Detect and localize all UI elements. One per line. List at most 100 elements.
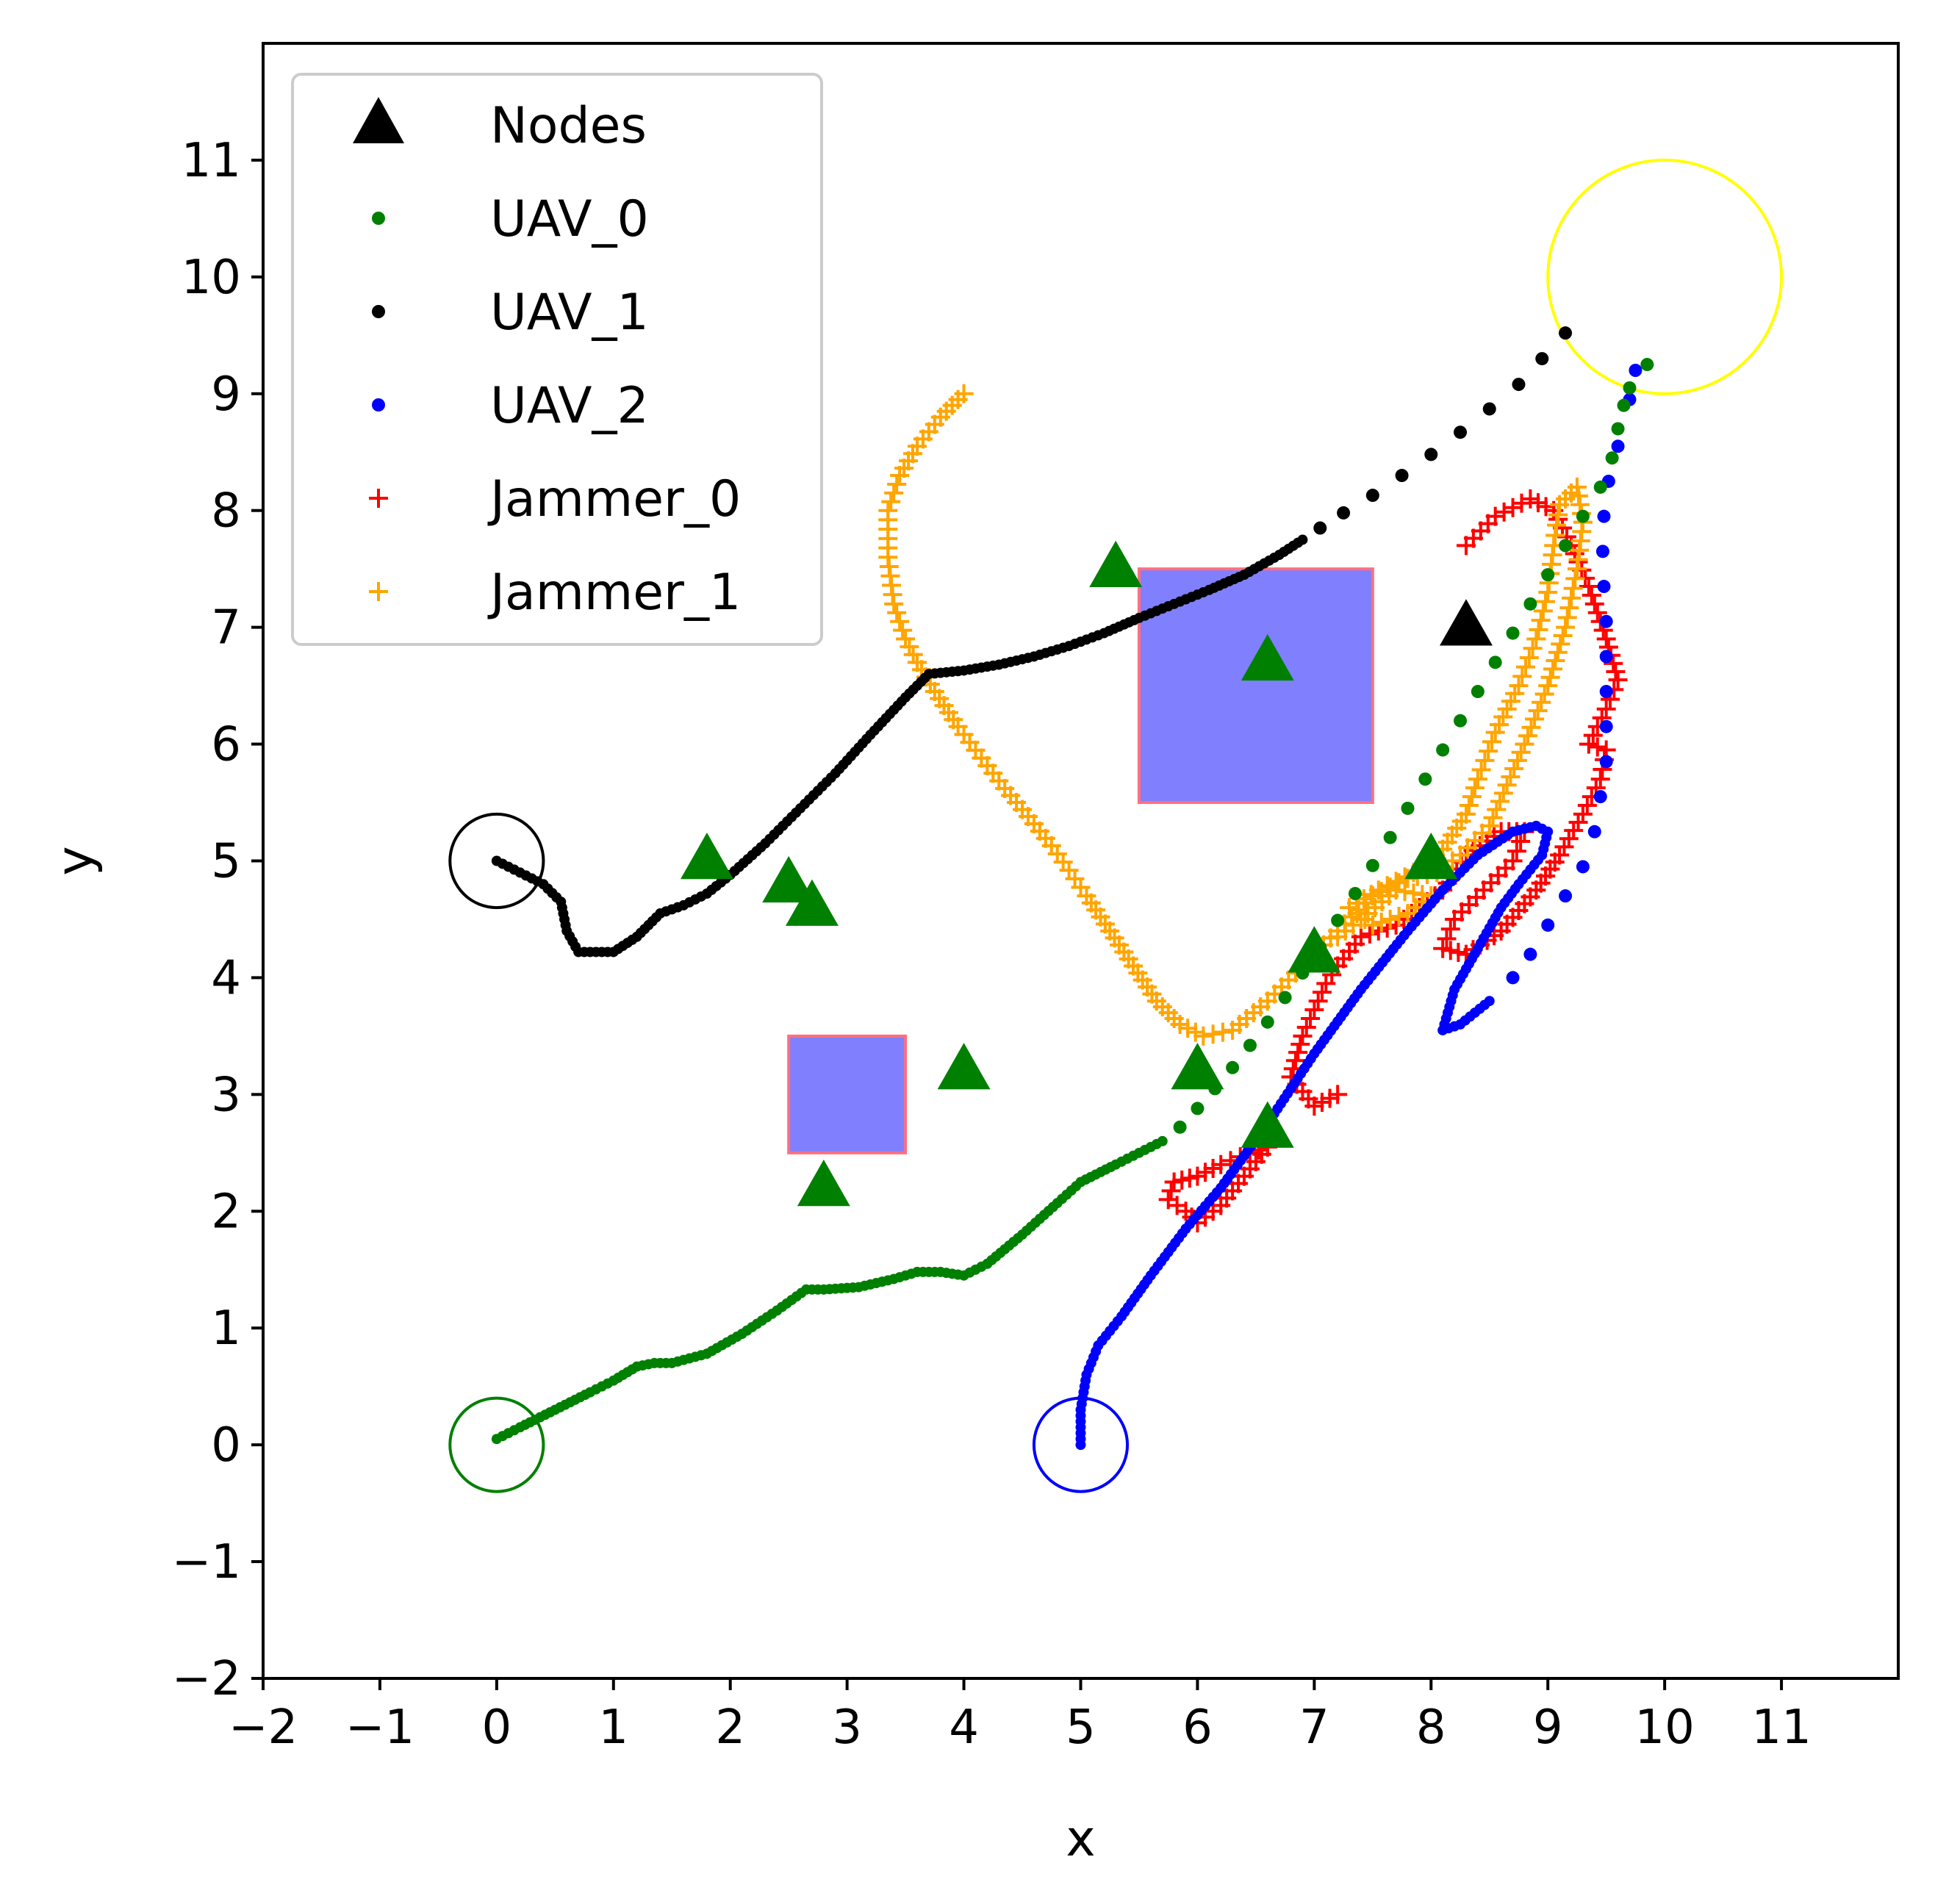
uav-2-point bbox=[1593, 790, 1607, 804]
uav-2-point bbox=[1587, 825, 1601, 838]
jammer-1-point bbox=[1516, 657, 1536, 677]
jammer-1-point bbox=[1529, 619, 1548, 639]
uav-0-point bbox=[1454, 714, 1468, 728]
y-tick-label: −2 bbox=[172, 1652, 241, 1706]
jammer-1-point bbox=[1468, 769, 1487, 789]
jammer-1-point bbox=[1371, 912, 1391, 932]
node-marker bbox=[1241, 633, 1294, 681]
jammer-0-point bbox=[1437, 929, 1457, 949]
uav-0-point bbox=[1278, 991, 1292, 1005]
jammer-0-point bbox=[1582, 585, 1601, 605]
jammer-1-point bbox=[1538, 582, 1558, 602]
legend-label-uav-2: UAV_2 bbox=[490, 377, 649, 435]
jammer-1-point bbox=[1511, 742, 1531, 762]
y-tick-label: −1 bbox=[172, 1535, 241, 1589]
obstacle-1 bbox=[787, 1034, 908, 1154]
node-marker bbox=[1440, 599, 1493, 646]
jammer-1-point bbox=[1532, 692, 1551, 712]
uav-0-point bbox=[1576, 509, 1590, 523]
y-tick-label: 9 bbox=[211, 367, 241, 422]
uav-2-point bbox=[1541, 918, 1555, 932]
uav-0-point bbox=[1559, 539, 1573, 553]
jammer-1-point bbox=[893, 620, 913, 640]
x-tick-label: 5 bbox=[1066, 1700, 1096, 1755]
jammer-1-point bbox=[1380, 909, 1400, 929]
uav-0-point bbox=[1640, 358, 1654, 372]
legend-label-uav-1: UAV_1 bbox=[490, 284, 649, 342]
y-tick-label: 10 bbox=[182, 251, 241, 305]
jammer-1-point bbox=[1507, 750, 1527, 770]
y-axis-label: y bbox=[46, 846, 104, 875]
jammer-0-point bbox=[1308, 991, 1328, 1011]
jammer-1-point bbox=[1563, 578, 1583, 598]
uav-0-point bbox=[1523, 597, 1537, 611]
jammer-0-point bbox=[1579, 734, 1598, 754]
uav-2-point bbox=[1599, 614, 1613, 628]
jammer-1-point bbox=[1553, 625, 1573, 645]
jammer-1-point bbox=[1533, 601, 1553, 621]
jammer-1-point bbox=[1193, 1026, 1213, 1046]
y-tick-label: 6 bbox=[211, 718, 241, 772]
node-marker bbox=[680, 833, 733, 880]
jammer-1-point bbox=[1546, 651, 1565, 671]
jammer-0-point bbox=[1161, 1181, 1181, 1201]
y-tick-label: 3 bbox=[211, 1068, 241, 1122]
series-uav-1 bbox=[491, 326, 1573, 958]
jammer-1-point bbox=[1512, 667, 1532, 686]
jammer-1-point bbox=[1548, 642, 1568, 662]
jammer-0-point bbox=[1456, 536, 1476, 556]
y-tick-label: 5 bbox=[211, 835, 241, 889]
legend-marker-uav-2 bbox=[372, 398, 385, 412]
x-tick-label: 3 bbox=[832, 1700, 862, 1755]
node-marker bbox=[1089, 540, 1143, 587]
jammer-0-point bbox=[1494, 502, 1514, 522]
legend-label-nodes: Nodes bbox=[490, 97, 647, 155]
uav-0-point bbox=[1331, 913, 1345, 927]
uav-0-point bbox=[1488, 655, 1502, 669]
uav-0-point bbox=[1173, 1120, 1187, 1134]
x-tick-label: 2 bbox=[715, 1700, 745, 1755]
x-tick-label: 4 bbox=[949, 1700, 979, 1755]
jammer-1-point bbox=[1465, 778, 1485, 798]
jammer-1-point bbox=[890, 611, 910, 631]
legend-box bbox=[291, 73, 823, 646]
uav-2-point bbox=[1599, 755, 1613, 769]
jammer-0-point bbox=[1158, 1190, 1178, 1210]
node-marker bbox=[1404, 833, 1458, 880]
uav-0-point bbox=[1383, 830, 1397, 844]
jammer-1-point bbox=[1519, 647, 1539, 667]
uav-0-point bbox=[1541, 568, 1555, 582]
legend-label-jammer-1: Jammer_1 bbox=[487, 564, 741, 622]
jammer-1-point bbox=[887, 603, 907, 622]
jammer-1-point bbox=[1562, 588, 1581, 608]
start-circle-1 bbox=[448, 1396, 545, 1493]
obstacles-layer bbox=[787, 567, 1374, 1154]
jammer-0-point bbox=[1301, 1009, 1321, 1029]
goal-circle bbox=[1546, 158, 1784, 395]
jammer-1-point bbox=[1479, 816, 1499, 836]
x-tick-label: 7 bbox=[1299, 1700, 1329, 1755]
uav-2-point bbox=[1576, 860, 1590, 874]
legend: Nodes UAV_0 UAV_1 UAV_2 Jammer_0 Jammer_1 bbox=[291, 73, 823, 646]
jammer-1-point bbox=[1475, 750, 1495, 770]
uav-0-point bbox=[1436, 743, 1450, 757]
uav-2-point bbox=[1506, 971, 1520, 985]
jammer-0-point bbox=[1445, 909, 1465, 929]
jammer-0-point bbox=[1360, 924, 1379, 944]
uav-1-point bbox=[1313, 521, 1327, 535]
jammer-1-point bbox=[1501, 767, 1521, 787]
jammer-0-point bbox=[1312, 982, 1332, 1002]
x-tick-label: 0 bbox=[481, 1700, 511, 1755]
legend-label-jammer-0: Jammer_0 bbox=[487, 470, 741, 528]
x-tick-label: 6 bbox=[1182, 1700, 1213, 1755]
uav-2-point bbox=[1611, 439, 1625, 453]
jammer-0-point bbox=[1211, 1154, 1231, 1174]
jammer-1-point bbox=[890, 466, 910, 486]
legend-marker-jammer-1 bbox=[369, 582, 388, 601]
jammer-1-point bbox=[1328, 927, 1348, 946]
jammer-1-point bbox=[1515, 734, 1534, 754]
jammer-1-point bbox=[1203, 1024, 1223, 1044]
node-marker bbox=[762, 855, 816, 903]
jammer-0-point bbox=[1503, 497, 1523, 517]
